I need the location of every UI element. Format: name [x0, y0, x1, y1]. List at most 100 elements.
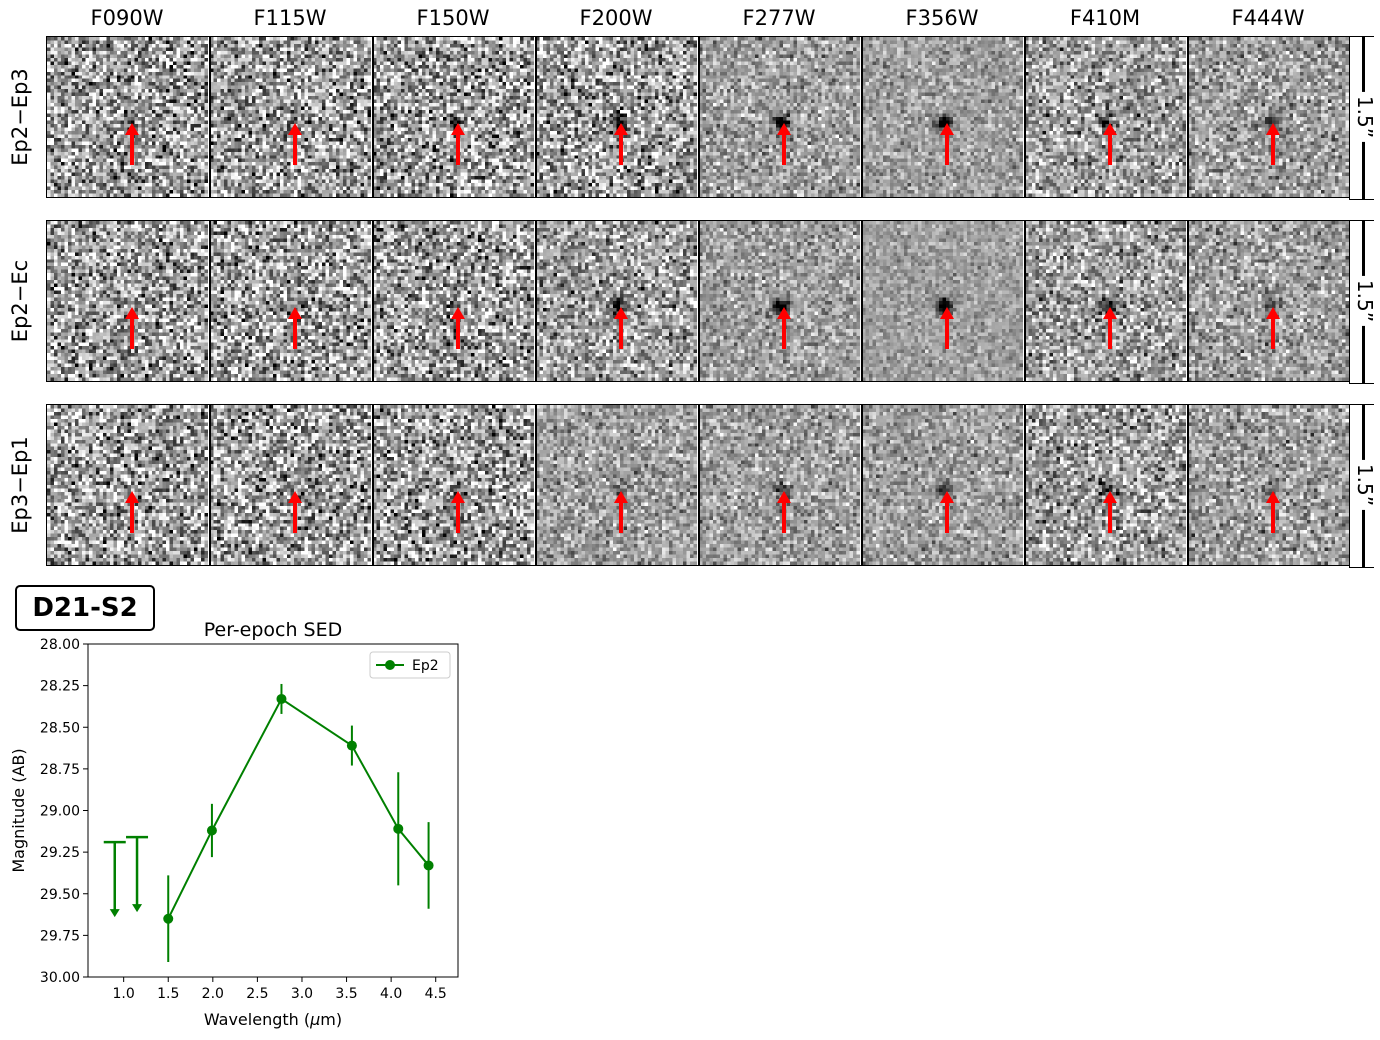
stamp-divider	[1187, 37, 1189, 197]
data-point	[393, 823, 404, 834]
stamp-row	[46, 220, 1350, 382]
filter-label-f200w: F200W	[579, 6, 653, 30]
upper-limit-arrow-icon	[109, 909, 120, 918]
stamp-divider	[1024, 221, 1026, 381]
x-tick-label: 1.0	[113, 986, 135, 1002]
x-tick-label: 4.5	[425, 986, 447, 1002]
stamp-divider	[861, 221, 863, 381]
stamp-image	[536, 37, 697, 197]
filter-label-f115w: F115W	[253, 6, 327, 30]
y-tick-label: 28.50	[40, 720, 80, 736]
stamp-divider	[1024, 37, 1026, 197]
stamp-image	[536, 221, 697, 381]
scale-label-text: 1.5”	[1351, 91, 1380, 143]
stamp-image	[47, 221, 208, 381]
stamp-divider	[209, 221, 211, 381]
stamp-image	[210, 37, 371, 197]
source-arrow-icon	[777, 307, 791, 349]
data-point	[163, 913, 174, 924]
data-point	[346, 740, 357, 751]
upper-limit-arrow-icon	[132, 904, 143, 913]
stamp-divider	[861, 37, 863, 197]
stamp-divider	[535, 37, 537, 197]
y-tick-label: 30.00	[40, 970, 80, 986]
stamp-row	[46, 404, 1350, 566]
stamp-image	[699, 221, 860, 381]
stamp-image	[47, 405, 208, 565]
stamp-divider	[1187, 405, 1189, 565]
x-tick-label: 1.5	[157, 986, 179, 1002]
stamp-image	[1188, 405, 1349, 565]
stamp-divider	[209, 405, 211, 565]
y-tick-label: 28.75	[40, 762, 80, 778]
source-arrow-icon	[125, 491, 139, 533]
row-label-text: Ep2−Ep3	[8, 68, 33, 166]
scale-label: 1.5”	[1350, 36, 1380, 198]
source-arrow-icon	[451, 123, 465, 165]
stamp-image	[536, 405, 697, 565]
y-tick-label: 28.00	[40, 637, 80, 653]
source-arrow-icon	[614, 307, 628, 349]
data-point	[423, 860, 434, 871]
filter-label-f356w: F356W	[905, 6, 979, 30]
y-tick-label: 29.25	[40, 845, 80, 861]
row-label: Ep2−Ec	[0, 220, 40, 382]
row-label: Ep3−Ep1	[0, 404, 40, 566]
source-arrow-icon	[1266, 123, 1280, 165]
legend-box	[369, 651, 451, 679]
x-tick-label: 3.5	[335, 986, 357, 1002]
stamp-image	[210, 221, 371, 381]
stamp-image	[373, 37, 534, 197]
plot-frame	[87, 643, 459, 978]
stamp-divider	[1187, 221, 1189, 381]
scale-label: 1.5”	[1350, 404, 1380, 566]
stamp-image	[862, 405, 1023, 565]
series-line	[167, 697, 430, 920]
stamp-divider	[535, 405, 537, 565]
object-label: D21-S2	[15, 585, 155, 631]
source-arrow-icon	[125, 307, 139, 349]
stamp-divider	[861, 405, 863, 565]
source-arrow-icon	[940, 123, 954, 165]
source-arrow-icon	[1103, 123, 1117, 165]
stamp-image	[699, 37, 860, 197]
legend-marker	[385, 660, 395, 670]
y-tick-label: 29.50	[40, 887, 80, 903]
stamp-divider	[698, 37, 700, 197]
row-label-text: Ep3−Ep1	[8, 436, 33, 534]
stamp-image	[862, 37, 1023, 197]
stamp-divider	[698, 405, 700, 565]
scale-label-text: 1.5”	[1351, 275, 1380, 327]
x-tick-label: 2.5	[246, 986, 268, 1002]
source-arrow-icon	[125, 123, 139, 165]
source-arrow-icon	[1103, 491, 1117, 533]
x-tick-label: 2.0	[202, 986, 224, 1002]
stamp-divider	[372, 37, 374, 197]
source-arrow-icon	[288, 123, 302, 165]
stamp-image	[210, 405, 371, 565]
stamp-divider	[698, 221, 700, 381]
row-label: Ep2−Ep3	[0, 36, 40, 198]
legend-label: Ep2	[412, 658, 439, 674]
source-arrow-icon	[614, 123, 628, 165]
source-arrow-icon	[940, 307, 954, 349]
stamp-image	[1025, 221, 1186, 381]
x-axis-label: Wavelength (μm)	[204, 1010, 342, 1029]
stamp-divider	[372, 405, 374, 565]
row-label-text: Ep2−Ec	[8, 259, 32, 343]
sed-chart: Per-epoch SED 1.0 1.5 2.0 2.5 3.0 3.5 4.0 4.5 28.…	[9, 619, 459, 1029]
stamp-image	[862, 221, 1023, 381]
source-arrow-icon	[777, 491, 791, 533]
source-arrow-icon	[288, 491, 302, 533]
source-arrow-icon	[1266, 307, 1280, 349]
source-arrow-icon	[451, 491, 465, 533]
scale-label-text: 1.5”	[1351, 459, 1380, 511]
filter-label-f277w: F277W	[742, 6, 816, 30]
stamp-image	[373, 221, 534, 381]
filter-label-f150w: F150W	[416, 6, 490, 30]
source-arrow-icon	[451, 307, 465, 349]
y-tick-label: 28.25	[40, 679, 80, 695]
data-point	[276, 693, 287, 704]
stamp-divider	[1024, 405, 1026, 565]
stamp-image	[373, 405, 534, 565]
